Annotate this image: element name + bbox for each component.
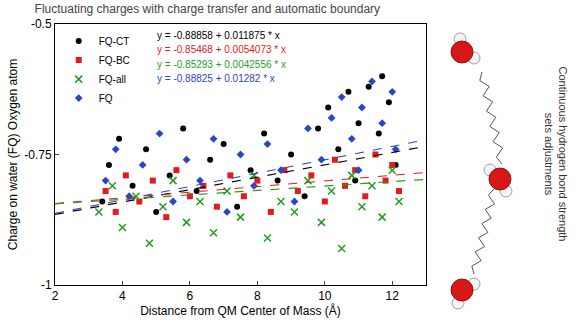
- svg-text:-1: -1: [41, 278, 52, 292]
- svg-text:y = -0.85468 + 0.0054073 * x: y = -0.85468 + 0.0054073 * x: [157, 44, 286, 55]
- svg-text:Charge on water (FQ) Oxygen at: Charge on water (FQ) Oxygen atom: [6, 59, 20, 250]
- svg-text:y = -0.88858 + 0.011875 * x: y = -0.88858 + 0.011875 * x: [157, 30, 280, 41]
- svg-text:2: 2: [52, 289, 59, 303]
- svg-text:-0.5: -0.5: [31, 17, 52, 31]
- svg-text:y = -0.85293 + 0.0042556 * x: y = -0.85293 + 0.0042556 * x: [157, 59, 286, 70]
- svg-text:6: 6: [187, 289, 194, 303]
- svg-text:Continuous hydrogen bond stren: Continuous hydrogen bond strengthsets ad…: [543, 67, 569, 242]
- svg-text:y = -0.88825 + 0.01282 * x: y = -0.88825 + 0.01282 * x: [157, 73, 275, 84]
- svg-text:FQ-all: FQ-all: [99, 74, 126, 85]
- svg-text:FQ-BC: FQ-BC: [99, 55, 130, 66]
- svg-text:Distance from QM Center of Mas: Distance from QM Center of Mass (Å): [140, 303, 341, 318]
- svg-text:10: 10: [318, 289, 332, 303]
- svg-text:4: 4: [119, 289, 126, 303]
- svg-text:Fluctuating charges with charg: Fluctuating charges with charge transfer…: [35, 2, 381, 16]
- svg-text:8: 8: [254, 289, 261, 303]
- svg-text:-0.75: -0.75: [24, 148, 52, 162]
- svg-text:12: 12: [386, 289, 400, 303]
- svg-text:FQ-CT: FQ-CT: [99, 36, 130, 47]
- svg-text:FQ: FQ: [99, 93, 113, 104]
